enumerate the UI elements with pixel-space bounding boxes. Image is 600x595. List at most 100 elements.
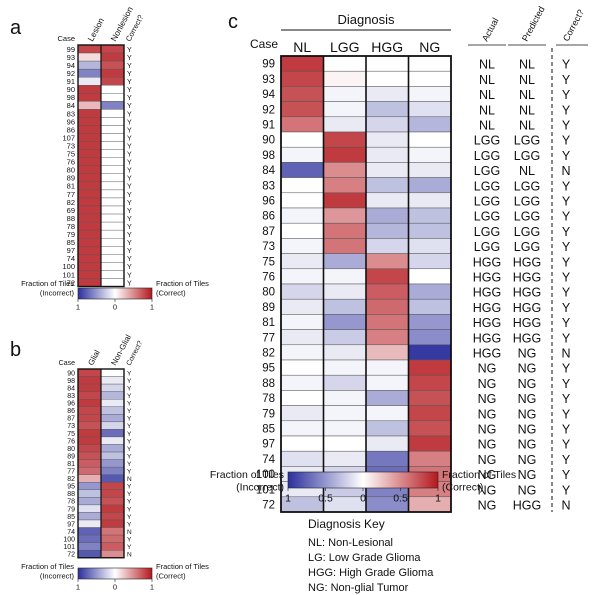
- correct-value: Y: [127, 152, 132, 159]
- case-label: 97: [67, 521, 75, 528]
- case-label: 88: [67, 491, 75, 498]
- heatmap-cell: [280, 101, 324, 118]
- heatmap-cell: [100, 376, 125, 385]
- heatmap-cell: [323, 177, 367, 194]
- heatmap-cell: [100, 278, 125, 287]
- predicted-value: LGG: [514, 149, 540, 163]
- correct-value: Y: [562, 88, 571, 102]
- case-label: 72: [262, 500, 275, 512]
- heatmap-cell: [408, 450, 452, 467]
- colorbar-right-label: (Correct): [156, 572, 186, 581]
- heatmap-cell: [365, 450, 409, 467]
- column-header: Lesion: [85, 16, 106, 43]
- heatmap-cell: [408, 329, 452, 346]
- heatmap-cell: [365, 101, 409, 118]
- actual-value: NL: [479, 88, 495, 102]
- heatmap-cell: [77, 391, 102, 400]
- heatmap-cell: [323, 390, 367, 406]
- case-label: 97: [67, 246, 75, 255]
- case-label: 82: [67, 198, 75, 207]
- correct-value: Y: [127, 491, 132, 498]
- heatmap-cell: [77, 189, 102, 199]
- heatmap-cell: [323, 374, 367, 391]
- heatmap-cell: [323, 359, 367, 376]
- heatmap-cell: [77, 429, 102, 438]
- actual-value: NG: [478, 362, 497, 376]
- heatmap-cell: [77, 519, 102, 528]
- correct-value: Y: [127, 431, 132, 438]
- heatmap-cell: [280, 70, 324, 87]
- case-label: 83: [67, 109, 75, 118]
- heatmap-cell: [100, 444, 125, 453]
- correct-value: Y: [127, 544, 132, 551]
- correct-value: Y: [562, 331, 571, 345]
- case-label: 93: [262, 74, 275, 86]
- heatmap-cell: [365, 192, 409, 209]
- case-label: 84: [67, 385, 75, 392]
- heatmap-cell: [100, 512, 125, 521]
- heatmap-cell: [100, 221, 125, 231]
- correct-value: Y: [562, 271, 571, 285]
- correct-value: Y: [127, 143, 132, 150]
- actual-value: HGG: [473, 331, 501, 345]
- actual-value: NL: [479, 103, 495, 117]
- heatmap-cell: [100, 133, 125, 142]
- heatmap-cell: [408, 55, 452, 72]
- predicted-value: NG: [518, 483, 537, 497]
- heatmap-cell: [280, 420, 324, 437]
- correct-value: Y: [127, 423, 132, 430]
- correct-value: Y: [127, 469, 132, 476]
- heatmap-cell: [100, 527, 125, 536]
- heatmap-cell: [323, 329, 367, 346]
- colorbar-right-label: (Correct): [156, 289, 186, 298]
- heatmap-cell: [77, 482, 102, 491]
- correct-value: Y: [127, 378, 132, 385]
- heatmap-cell: [100, 399, 125, 407]
- predicted-value: HGG: [513, 499, 541, 513]
- heatmap-cell: [280, 374, 324, 391]
- correct-value: Y: [562, 119, 571, 133]
- correct-value: Y: [127, 256, 132, 263]
- correct-value: Y: [127, 521, 132, 528]
- heatmap-cell: [77, 399, 102, 407]
- predicted-value: NG: [518, 423, 537, 437]
- correct-value: Y: [562, 195, 571, 209]
- actual-header: Actual: [480, 16, 501, 43]
- column-header: HGG: [371, 39, 403, 55]
- column-header: NG: [419, 39, 440, 55]
- case-label: 78: [67, 499, 75, 506]
- actual-value: NG: [478, 423, 497, 437]
- column-header: NL: [293, 39, 311, 55]
- heatmap-cell: [280, 162, 324, 178]
- case-label: 78: [67, 222, 75, 231]
- correct-value: Y: [127, 416, 132, 423]
- heatmap-cell: [77, 459, 102, 468]
- heatmap-cell: [280, 253, 324, 270]
- correct-value: Y: [127, 160, 132, 167]
- heatmap-cell: [100, 550, 125, 558]
- case-label: 101: [63, 544, 75, 551]
- correct-value: N: [561, 499, 570, 513]
- case-label: 83: [262, 180, 275, 192]
- correct-header: Correct?: [561, 8, 586, 43]
- heatmap-cell: [323, 101, 367, 118]
- heatmap-cell: [77, 101, 102, 110]
- actual-value: HGG: [473, 347, 501, 361]
- heatmap-cell: [323, 314, 367, 330]
- heatmap-cell: [280, 116, 324, 133]
- case-label: 100: [63, 536, 75, 543]
- correct-value: Y: [127, 95, 132, 102]
- correct-value: Y: [562, 392, 571, 406]
- heatmap-cell: [77, 246, 102, 255]
- correct-value: Y: [127, 184, 132, 191]
- heatmap-cell: [100, 229, 125, 239]
- heatmap-cell: [77, 436, 102, 445]
- heatmap-cell: [365, 435, 409, 452]
- correct-value: Y: [127, 176, 132, 183]
- correct-value: N: [561, 164, 570, 178]
- heatmap-cell: [77, 117, 102, 126]
- heatmap-cell: [365, 268, 409, 285]
- heatmap-cell: [100, 421, 125, 430]
- case-label: 81: [67, 182, 75, 191]
- predicted-value: LGG: [514, 134, 540, 148]
